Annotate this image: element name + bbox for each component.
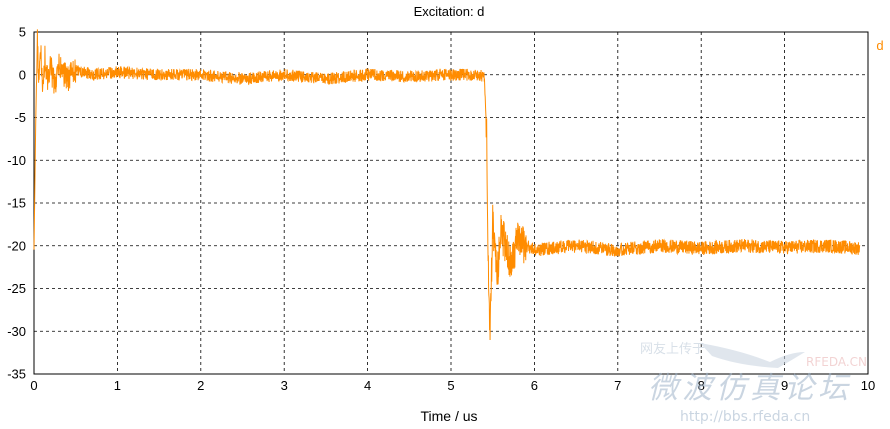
watermark-cn-text: 微波仿真论坛 bbox=[648, 371, 852, 406]
y-axis-ticks: 5 0 -5 -10 -15 -20 -25 -30 -35 bbox=[7, 25, 26, 382]
x-tick-label: 1 bbox=[114, 378, 121, 393]
y-tick-label: -25 bbox=[7, 281, 26, 296]
plot-frame bbox=[33, 31, 869, 375]
watermark-bird-icon bbox=[700, 343, 805, 368]
x-tick-label: 4 bbox=[364, 378, 371, 393]
y-tick-label: 5 bbox=[19, 25, 26, 40]
x-tick-label: 2 bbox=[197, 378, 204, 393]
y-tick-label: -5 bbox=[14, 110, 26, 125]
series-line-d bbox=[33, 29, 861, 340]
y-tick-label: -15 bbox=[7, 196, 26, 211]
legend-entry-d: d bbox=[876, 38, 883, 53]
x-tick-label: 7 bbox=[614, 378, 621, 393]
x-tick-label: 10 bbox=[861, 378, 875, 393]
series-layer bbox=[33, 29, 861, 340]
y-tick-label: -35 bbox=[7, 367, 26, 382]
watermark: 网友上传于 RFEDA.CN 微波仿真论坛 http://bbs.rfeda.c… bbox=[640, 341, 867, 425]
watermark-url: http://bbs.rfeda.cn bbox=[680, 409, 810, 425]
x-tick-label: 3 bbox=[281, 378, 288, 393]
grid bbox=[34, 32, 868, 374]
watermark-brand: RFEDA.CN bbox=[806, 355, 867, 369]
x-tick-label: 9 bbox=[781, 378, 788, 393]
x-tick-label: 8 bbox=[698, 378, 705, 393]
x-tick-label: 6 bbox=[531, 378, 538, 393]
chart-title: Excitation: d bbox=[414, 4, 485, 19]
y-tick-label: -20 bbox=[7, 238, 26, 253]
x-axis-ticks: 0 1 2 3 4 5 6 7 8 9 10 bbox=[30, 378, 875, 393]
y-tick-label: 0 bbox=[19, 67, 26, 82]
x-axis-label: Time / us bbox=[420, 408, 477, 424]
y-tick-label: -10 bbox=[7, 153, 26, 168]
x-tick-label: 5 bbox=[447, 378, 454, 393]
x-tick-label: 0 bbox=[30, 378, 37, 393]
watermark-top-text: 网友上传于 bbox=[640, 341, 705, 357]
y-tick-label: -30 bbox=[7, 324, 26, 339]
